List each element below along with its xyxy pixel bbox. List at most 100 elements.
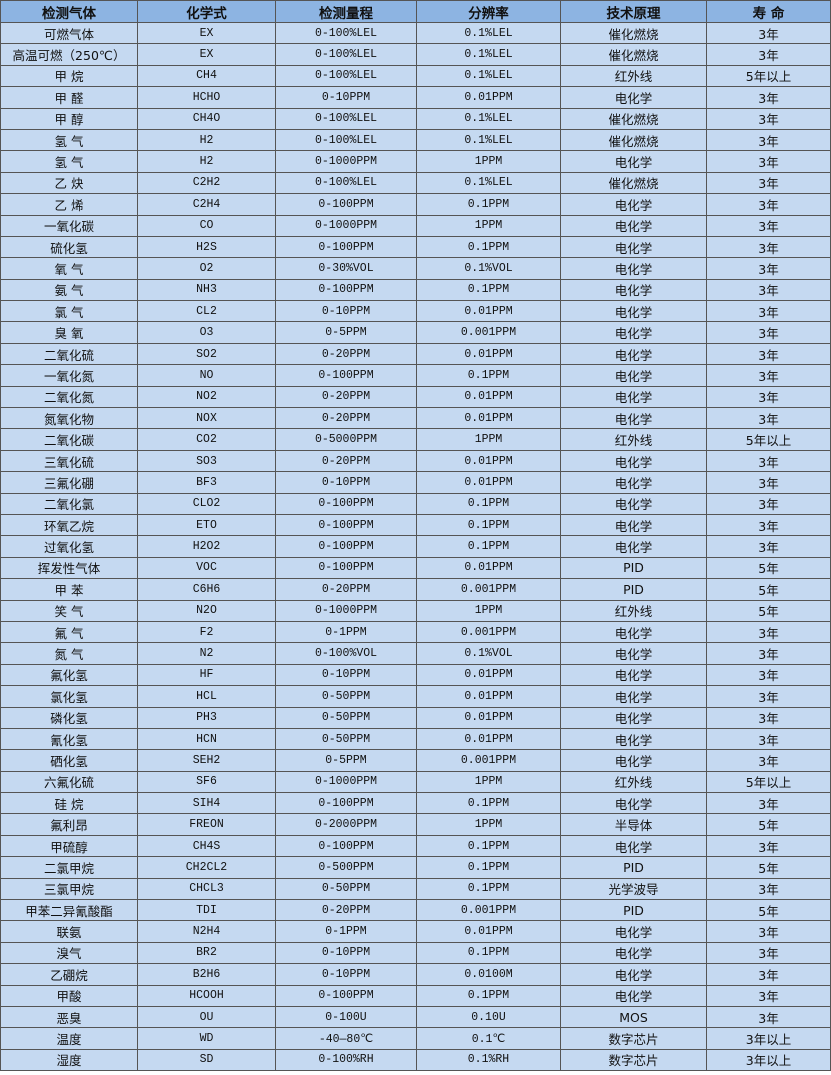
table-row: 甲 醛 HCHO 0-10PPM 0.01PPM 电化学 3年 — [0, 86, 831, 109]
cell-gas-name: 二氧化硫 — [0, 342, 138, 366]
cell-lifespan: 3年 — [706, 834, 831, 858]
cell-range: 0-100%LEL — [275, 171, 417, 195]
cell-range: 0-10PPM — [275, 471, 417, 494]
table-row: 磷化氢 PH3 0-50PPM 0.01PPM 电化学 3年 — [0, 706, 831, 729]
cell-resolution: 0.1%VOL — [416, 257, 561, 280]
table-row: 氨 气 NH3 0-100PPM 0.1PPM 电化学 3年 — [0, 278, 831, 302]
table-row: 硅 烷 SIH4 0-100PPM 0.1PPM 电化学 3年 — [0, 792, 831, 815]
cell-principle: 电化学 — [560, 364, 707, 387]
cell-gas-name: 甲 苯 — [0, 578, 138, 601]
table-row: 溴气 BR2 0-10PPM 0.1PPM 电化学 3年 — [0, 941, 831, 965]
cell-formula: N2O — [137, 599, 276, 622]
cell-resolution: 0.1PPM — [416, 364, 561, 387]
cell-formula: CHCL3 — [137, 877, 276, 901]
table-row: 二氧化氯 CLO2 0-100PPM 0.1PPM 电化学 3年 — [0, 492, 831, 515]
cell-principle: 电化学 — [560, 706, 707, 729]
cell-principle: 电化学 — [560, 727, 707, 751]
cell-lifespan: 3年 — [706, 385, 831, 409]
cell-range: 0-20PPM — [275, 342, 417, 366]
cell-principle: 催化燃烧 — [560, 128, 707, 152]
cell-lifespan: 3年 — [706, 21, 831, 45]
cell-resolution: 0.1PPM — [416, 792, 561, 815]
cell-formula: ETO — [137, 513, 276, 537]
cell-range: 0-100PPM — [275, 278, 417, 302]
cell-resolution: 0.1%LEL — [416, 171, 561, 195]
table-row: 氢 气 H2 0-100%LEL 0.1%LEL 催化燃烧 3年 — [0, 128, 831, 152]
cell-principle: 电化学 — [560, 342, 707, 366]
cell-gas-name: 笑 气 — [0, 599, 138, 622]
cell-principle: 电化学 — [560, 941, 707, 965]
cell-gas-name: 氯 气 — [0, 300, 138, 323]
table-row: 氧 气 O2 0-30%VOL 0.1%VOL 电化学 3年 — [0, 257, 831, 280]
cell-formula: N2 — [137, 642, 276, 665]
cell-resolution: 0.01PPM — [416, 342, 561, 366]
cell-lifespan: 3年 — [706, 513, 831, 537]
cell-gas-name: 溴气 — [0, 941, 138, 965]
cell-range: 0-5000PPM — [275, 428, 417, 451]
cell-principle: 催化燃烧 — [560, 43, 707, 66]
table-row: 三氧化硫 SO3 0-20PPM 0.01PPM 电化学 3年 — [0, 449, 831, 473]
cell-gas-name: 磷化氢 — [0, 706, 138, 729]
cell-resolution: 0.1PPM — [416, 278, 561, 302]
cell-formula: EX — [137, 21, 276, 45]
cell-resolution: 0.1PPM — [416, 856, 561, 879]
cell-resolution: 1PPM — [416, 214, 561, 237]
cell-resolution: 0.1PPM — [416, 834, 561, 858]
cell-resolution: 0.1PPM — [416, 984, 561, 1007]
cell-range: 0-100PPM — [275, 193, 417, 216]
header-range: 检测量程 — [275, 0, 417, 23]
cell-lifespan: 5年 — [706, 856, 831, 879]
table-row: 甲苯二异氰酸酯 TDI 0-20PPM 0.001PPM PID 5年 — [0, 899, 831, 922]
cell-range: 0-1PPM — [275, 920, 417, 943]
cell-range: 0-100PPM — [275, 535, 417, 558]
cell-gas-name: 氰化氢 — [0, 727, 138, 751]
table-row: 三氯甲烷 CHCL3 0-50PPM 0.1PPM 光学波导 3年 — [0, 877, 831, 901]
cell-lifespan: 3年 — [706, 685, 831, 708]
cell-principle: 电化学 — [560, 792, 707, 815]
cell-gas-name: 氟利昂 — [0, 813, 138, 836]
header-lifespan: 寿 命 — [706, 0, 831, 23]
cell-lifespan: 5年以上 — [706, 770, 831, 794]
cell-formula: N2H4 — [137, 920, 276, 943]
cell-gas-name: 甲硫醇 — [0, 834, 138, 858]
cell-principle: PID — [560, 556, 707, 580]
cell-range: 0-2000PPM — [275, 813, 417, 836]
table-row: 湿度 SD 0-100%RH 0.1%RH 数字芯片 3年以上 — [0, 1048, 831, 1072]
cell-formula: SEH2 — [137, 749, 276, 772]
cell-gas-name: 氯化氢 — [0, 685, 138, 708]
cell-resolution: 1PPM — [416, 599, 561, 622]
cell-lifespan: 3年以上 — [706, 1048, 831, 1072]
cell-lifespan: 3年 — [706, 620, 831, 644]
table-row: 乙 烯 C2H4 0-100PPM 0.1PPM 电化学 3年 — [0, 193, 831, 216]
cell-lifespan: 3年 — [706, 193, 831, 216]
cell-resolution: 0.1PPM — [416, 535, 561, 558]
cell-lifespan: 3年 — [706, 214, 831, 237]
cell-lifespan: 5年 — [706, 599, 831, 622]
cell-resolution: 0.01PPM — [416, 407, 561, 430]
header-resolution: 分辨率 — [416, 0, 561, 23]
cell-formula: C2H2 — [137, 171, 276, 195]
cell-gas-name: 硫化氢 — [0, 235, 138, 259]
cell-formula: WD — [137, 1027, 276, 1050]
table-row: 二氯甲烷 CH2CL2 0-500PPM 0.1PPM PID 5年 — [0, 856, 831, 879]
cell-range: 0-20PPM — [275, 578, 417, 601]
cell-principle: 红外线 — [560, 770, 707, 794]
cell-formula: SIH4 — [137, 792, 276, 815]
table-row: 甲 烷 CH4 0-100%LEL 0.1%LEL 红外线 5年以上 — [0, 64, 831, 88]
cell-formula: H2 — [137, 128, 276, 152]
cell-principle: 催化燃烧 — [560, 21, 707, 45]
cell-resolution: 0.001PPM — [416, 749, 561, 772]
cell-gas-name: 氧 气 — [0, 257, 138, 280]
cell-formula: SO2 — [137, 342, 276, 366]
cell-lifespan: 3年 — [706, 492, 831, 515]
table-row: 甲酸 HCOOH 0-100PPM 0.1PPM 电化学 3年 — [0, 984, 831, 1007]
cell-range: 0-100%LEL — [275, 64, 417, 88]
table-row: 臭 氧 O3 0-5PPM 0.001PPM 电化学 3年 — [0, 321, 831, 344]
cell-formula: O2 — [137, 257, 276, 280]
cell-principle: 红外线 — [560, 64, 707, 88]
cell-gas-name: 二氧化氯 — [0, 492, 138, 515]
cell-formula: FREON — [137, 813, 276, 836]
cell-resolution: 0.01PPM — [416, 727, 561, 751]
cell-range: 0-50PPM — [275, 727, 417, 751]
